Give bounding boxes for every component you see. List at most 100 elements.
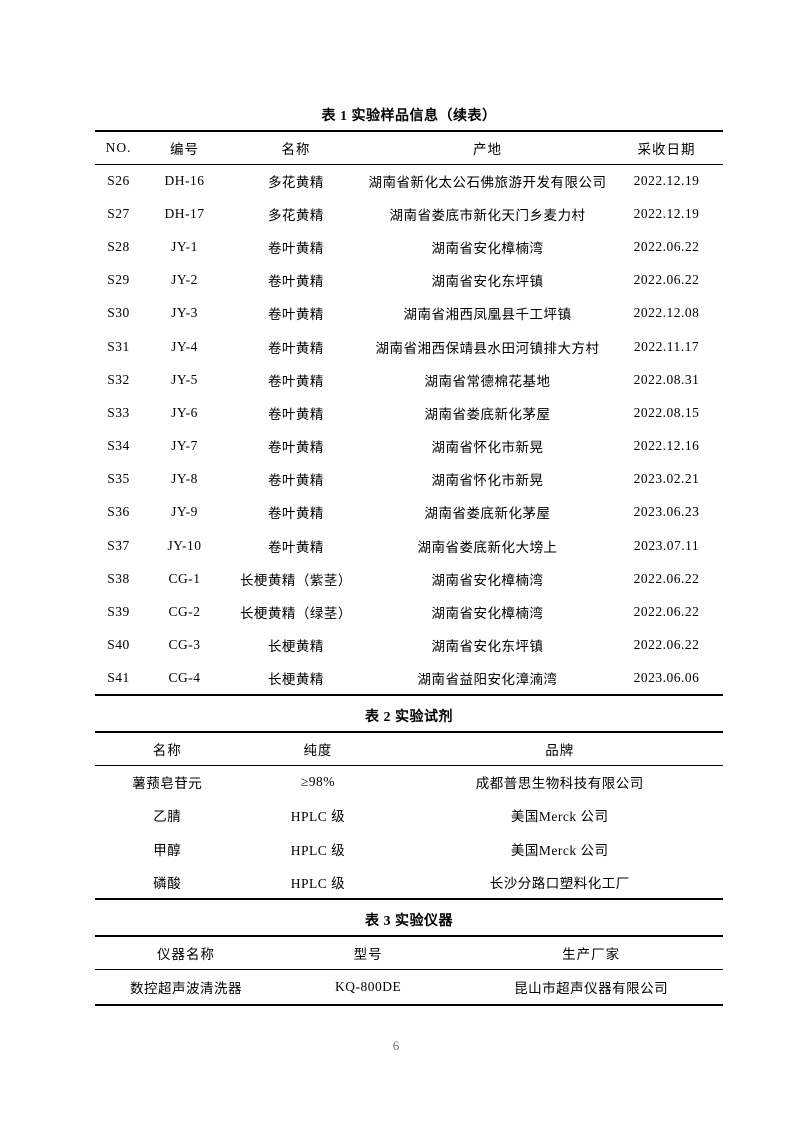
table-row: S40 CG-3 长梗黄精 湖南省安化东坪镇 2022.06.22	[95, 629, 723, 662]
table-cell: 湖南省怀化市新晃	[431, 440, 544, 456]
table-cell: HPLC 级	[290, 809, 346, 825]
table-cell: 美国Merck 公司	[510, 809, 609, 825]
table-row: S31 JY-4 卷叶黄精 湖南省湘西保靖县水田河镇排大方村 2022.11.17	[95, 330, 723, 363]
table-cell: 2022.12.08	[633, 305, 700, 321]
sample-info-table: NO. 编号 名称 产地 采收日期 S26 DH-16 多花黄精 湖南省新化太公石佛旅游开发有…	[95, 130, 723, 696]
table-cell: S33	[107, 404, 130, 420]
table-cell: JY-5	[171, 371, 198, 387]
table-cell: 多花黄精	[267, 207, 324, 223]
table-cell: 2022.06.22	[633, 272, 700, 288]
table-cell: 湖南省安化东坪镇	[431, 274, 544, 290]
table-cell: 甲醇	[153, 842, 182, 858]
table-cell: 卷叶黄精	[267, 307, 324, 323]
table-row: 磷酸 HPLC 级 长沙分路口塑料化工厂	[95, 866, 723, 900]
table-cell: 乙腈	[153, 809, 182, 825]
table-cell: 卷叶黄精	[267, 274, 324, 290]
table-cell: 湖南省安化樟楠湾	[431, 240, 544, 256]
table-cell: 2023.06.23	[633, 504, 700, 520]
table-cell: S32	[107, 371, 130, 387]
table-cell: 长梗黄精（绿茎）	[239, 606, 352, 622]
page-number: 6	[392, 1038, 401, 1053]
table-cell: CG-3	[168, 637, 201, 653]
column-header: 产地	[365, 131, 610, 165]
table-cell: 湖南省娄底新化茅屋	[424, 406, 551, 422]
table-cell: CG-1	[168, 570, 201, 586]
column-header: 仪器名称	[95, 936, 278, 970]
table-cell: S35	[107, 471, 130, 487]
table-cell: JY-9	[171, 504, 198, 520]
table-cell: DH-17	[164, 205, 205, 221]
table-cell: 美国Merck 公司	[510, 842, 609, 858]
table-row: 数控超声波清洗器 KQ-800DE 昆山市超声仪器有限公司	[95, 969, 723, 1005]
table-cell: 湖南省安化樟楠湾	[431, 606, 544, 622]
table-cell: S34	[107, 438, 130, 454]
table-cell: S26	[107, 172, 130, 188]
header-row: 名称 纯度 品牌	[95, 732, 723, 766]
table-title: 表 2 实验试剂	[365, 710, 453, 725]
table-cell: 2022.06.22	[633, 637, 700, 653]
table-cell: 成都普思生物科技有限公司	[475, 776, 644, 791]
column-header: 名称	[95, 732, 240, 766]
table-cell: S38	[107, 570, 130, 586]
table-cell: JY-8	[171, 471, 198, 487]
table-cell: 昆山市超声仪器有限公司	[514, 980, 669, 996]
table-row: S38 CG-1 长梗黄精（紫茎） 湖南省安化樟楠湾 2022.06.22	[95, 562, 723, 595]
table-cell: 湖南省新化太公石佛旅游开发有限公司	[368, 174, 607, 190]
reagents-table: 名称 纯度 品牌 薯蓣皂苷元 ≥98% 成都普思生物科技有限公司 乙腈 HPLC 级美国Me…	[95, 731, 723, 900]
table-cell: S37	[107, 537, 130, 553]
table-cell: 2022.06.22	[633, 570, 700, 586]
table-row: S30 JY-3 卷叶黄精 湖南省湘西凤凰县千工坪镇 2022.12.08	[95, 297, 723, 330]
table-row: 甲醇 HPLC 级 美国Merck 公司	[95, 832, 723, 866]
table-cell: 卷叶黄精	[267, 340, 324, 356]
table-cell: 数控超声波清洗器	[130, 980, 243, 996]
header-row: NO. 编号 名称 产地 采收日期	[95, 131, 723, 165]
table-cell: JY-6	[171, 404, 198, 420]
table-cell: S29	[107, 272, 130, 288]
table-cell: 卷叶黄精	[267, 406, 324, 422]
table-row: S35 JY-8 卷叶黄精 湖南省怀化市新晃 2023.02.21	[95, 463, 723, 496]
table-cell: S27	[107, 205, 130, 221]
table-row: S26 DH-16 多花黄精 湖南省新化太公石佛旅游开发有限公司 2022.12.19	[95, 164, 723, 197]
column-header: 纯度	[239, 732, 397, 766]
table-cell: S40	[107, 637, 130, 653]
table-cell: 卷叶黄精	[267, 440, 324, 456]
table-cell: 2022.11.17	[633, 338, 700, 354]
table-row: S34 JY-7 卷叶黄精 湖南省怀化市新晃 2022.12.16	[95, 430, 723, 463]
table-row: S29 JY-2 卷叶黄精 湖南省安化东坪镇 2022.06.22	[95, 264, 723, 297]
table-row: S27 DH-17 多花黄精 湖南省娄底市新化天门乡麦力村 2022.12.19	[95, 197, 723, 230]
table-cell: DH-16	[164, 172, 205, 188]
table-cell: 湖南省安化樟楠湾	[431, 572, 544, 588]
table-cell: JY-7	[171, 438, 198, 454]
table-cell: 湖南省益阳安化漳湳湾	[417, 671, 558, 687]
table-row: 薯蓣皂苷元 ≥98% 成都普思生物科技有限公司	[95, 765, 723, 799]
table-cell: 长梗黄精（紫茎）	[239, 572, 352, 588]
table-cell: JY-4	[171, 338, 198, 354]
table-cell: 2022.12.16	[633, 438, 700, 454]
table-cell: 湖南省娄底新化大塝上	[417, 539, 558, 555]
table-cell: HPLC 级	[290, 875, 346, 891]
table-row: S37 JY-10 卷叶黄精 湖南省娄底新化大塝上 2023.07.11	[95, 529, 723, 562]
table-cell: KQ-800DE	[335, 978, 402, 994]
table-cell: 湖南省怀化市新晃	[431, 473, 544, 489]
table-cell: HPLC 级	[290, 842, 346, 858]
table-cell: 2022.06.22	[633, 238, 700, 254]
table-cell: ≥98%	[300, 774, 336, 789]
reagents-table-section: 表 2 实验试剂 名称 纯度 品牌 薯蓣皂苷元 ≥98% 成都普思生物科技有限公司 乙腈 H…	[95, 704, 723, 900]
column-header: 品牌	[396, 732, 723, 766]
column-header: 型号	[277, 936, 460, 970]
table-row: S28 JY-1 卷叶黄精 湖南省安化樟楠湾 2022.06.22	[95, 230, 723, 263]
table-title: 表 1 实验样品信息（续表）	[321, 109, 497, 124]
table-cell: S36	[107, 504, 130, 520]
document-content: 表 1 实验样品信息（续表） NO. 编号 名称 产地 采收日期 S26 DH-16 多花黄…	[95, 103, 723, 1006]
column-header: 名称	[226, 131, 366, 165]
table-cell: 卷叶黄精	[267, 539, 324, 555]
table-cell: 湖南省安化东坪镇	[431, 639, 544, 655]
table-cell: 2023.06.06	[633, 669, 700, 685]
table-cell: CG-4	[168, 669, 201, 685]
table-title: 表 3 实验仪器	[365, 914, 453, 929]
table-cell: 湖南省湘西凤凰县千工坪镇	[403, 307, 572, 323]
table-cell: 湖南省湘西保靖县水田河镇排大方村	[375, 340, 600, 356]
table-cell: 长梗黄精	[267, 639, 324, 655]
table-row: S41 CG-4 长梗黄精 湖南省益阳安化漳湳湾 2023.06.06	[95, 662, 723, 695]
